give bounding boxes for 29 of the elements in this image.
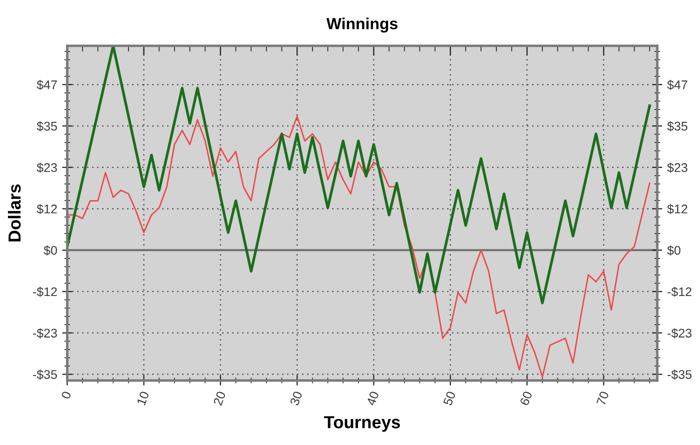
y-tick-label: $0: [44, 245, 57, 256]
y-tick-label: -$23: [33, 328, 57, 338]
x-tick-label: 40: [366, 390, 380, 406]
line-series: [67, 116, 650, 378]
y2-tick-label: $12: [667, 204, 688, 214]
line-series: [67, 46, 651, 304]
y2-tick-label: $23: [667, 162, 688, 173]
y2-tick-label: $35: [667, 121, 688, 132]
x-tick-label: 0: [61, 390, 72, 400]
y-tick-label: -$35: [33, 370, 57, 380]
chart-title: Winnings: [326, 18, 398, 33]
y2-tick-label: -$35: [668, 370, 692, 380]
x-tick-label: 50: [443, 390, 456, 406]
y-tick-label: $47: [36, 80, 57, 90]
y-tick-label: $35: [36, 121, 57, 132]
x-axis-title: Tourneys: [324, 416, 400, 432]
y-tick-label: -$12: [33, 286, 57, 297]
y-axis-title: Dollars: [8, 184, 21, 242]
y2-tick-label: $47: [667, 80, 688, 90]
y2-tick-label: -$23: [668, 328, 692, 338]
x-tick-label: 70: [596, 390, 610, 406]
x-tick-label: 10: [136, 390, 150, 406]
x-tick-label: 60: [520, 390, 532, 406]
y2-tick-label: -$12: [668, 286, 692, 297]
y-tick-label: $23: [36, 162, 57, 173]
y2-tick-label: $0: [667, 245, 680, 256]
x-tick-label: 20: [213, 390, 226, 406]
x-tick-label: 30: [290, 390, 302, 406]
y-tick-label: $12: [36, 204, 57, 214]
